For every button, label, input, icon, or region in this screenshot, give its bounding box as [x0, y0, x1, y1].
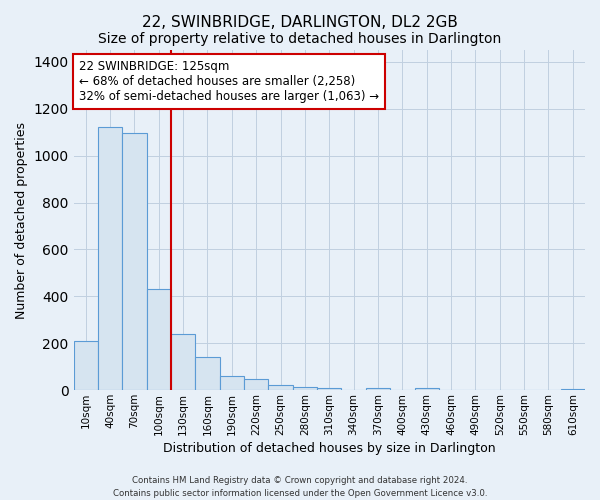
Bar — [366, 388, 390, 390]
Bar — [317, 388, 341, 390]
Bar — [293, 387, 317, 390]
Bar — [171, 334, 196, 390]
Bar — [98, 128, 122, 390]
Bar — [244, 379, 268, 390]
X-axis label: Distribution of detached houses by size in Darlington: Distribution of detached houses by size … — [163, 442, 496, 455]
Bar — [122, 134, 146, 390]
Bar — [415, 388, 439, 390]
Bar — [74, 341, 98, 390]
Y-axis label: Number of detached properties: Number of detached properties — [15, 122, 28, 318]
Bar — [560, 389, 585, 390]
Bar — [146, 290, 171, 390]
Text: Contains HM Land Registry data © Crown copyright and database right 2024.
Contai: Contains HM Land Registry data © Crown c… — [113, 476, 487, 498]
Text: 22, SWINBRIDGE, DARLINGTON, DL2 2GB: 22, SWINBRIDGE, DARLINGTON, DL2 2GB — [142, 15, 458, 30]
Text: Size of property relative to detached houses in Darlington: Size of property relative to detached ho… — [98, 32, 502, 46]
Bar — [268, 385, 293, 390]
Bar — [220, 376, 244, 390]
Bar — [196, 358, 220, 390]
Text: 22 SWINBRIDGE: 125sqm
← 68% of detached houses are smaller (2,258)
32% of semi-d: 22 SWINBRIDGE: 125sqm ← 68% of detached … — [79, 60, 379, 103]
